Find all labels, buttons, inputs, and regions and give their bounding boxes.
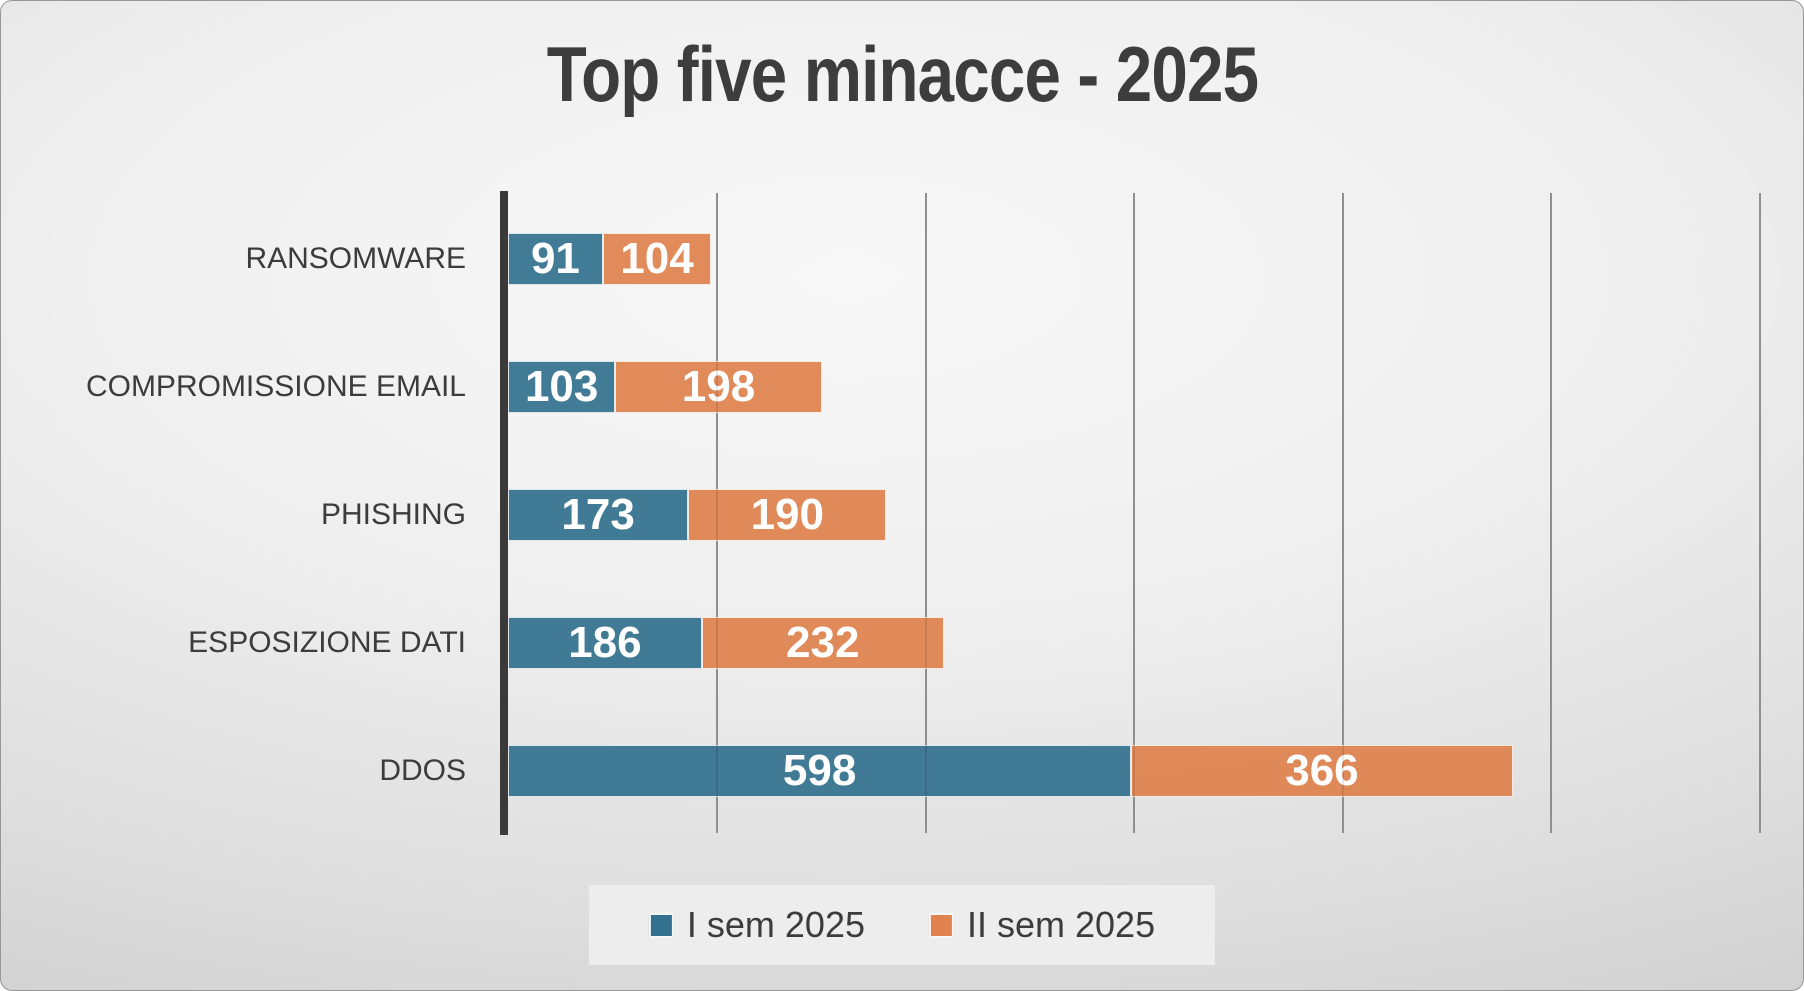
bar-value-label: 91 bbox=[530, 234, 580, 283]
legend-swatch-i-sem-2025 bbox=[648, 912, 674, 938]
legend-swatch-ii-sem-2025 bbox=[929, 912, 954, 938]
bar-segment-i-sem-2025-ransomware: 91 bbox=[508, 233, 603, 285]
bar-row-ransomware: 91 104 bbox=[508, 233, 1793, 285]
legend-label: I sem 2025 bbox=[686, 904, 865, 945]
legend-item-ii-sem-2025: II sem 2025 bbox=[929, 904, 1155, 946]
bar-segment-ii-sem-2025-ransomware: 104 bbox=[602, 233, 712, 285]
bar-segment-ii-sem-2025-compromissione-email: 198 bbox=[615, 361, 822, 413]
bar-value-label: 190 bbox=[750, 490, 824, 539]
gridline-400 bbox=[924, 193, 927, 833]
gridline-400-overlay bbox=[924, 193, 927, 833]
category-axis-line bbox=[500, 191, 508, 835]
gridline-1200 bbox=[1758, 193, 1761, 833]
legend-item-i-sem-2025: I sem 2025 bbox=[648, 904, 865, 946]
bar-segment-ii-sem-2025-phishing: 190 bbox=[688, 489, 887, 541]
bar-segment-ii-sem-2025-ddos: 366 bbox=[1131, 745, 1513, 797]
bar-value-label: 198 bbox=[681, 362, 756, 411]
legend-label: II sem 2025 bbox=[967, 904, 1156, 945]
bar-segment-i-sem-2025-compromissione-email: 103 bbox=[508, 361, 616, 413]
gridline-800-overlay bbox=[1341, 193, 1344, 833]
category-label-ddos: DDOS bbox=[379, 754, 466, 787]
category-label-phishing: PHISHING bbox=[320, 498, 466, 531]
gridline-1000-overlay bbox=[1550, 193, 1553, 833]
bar-segment-i-sem-2025-esposizione-dati: 186 bbox=[508, 617, 702, 669]
category-label-compromissione-email: COMPROMISSIONE EMAIL bbox=[85, 370, 466, 403]
gridline-1200-overlay bbox=[1758, 193, 1761, 833]
bar-row-phishing: 173 190 bbox=[508, 489, 1793, 541]
bar-value-label: 186 bbox=[568, 618, 642, 667]
bar-row-compromissione-email: 103 198 bbox=[508, 361, 1793, 413]
gridline-1000 bbox=[1550, 193, 1553, 833]
bar-value-label: 366 bbox=[1285, 746, 1359, 795]
category-label-esposizione-dati: ESPOSIZIONE DATI bbox=[188, 626, 466, 659]
bar-value-label: 598 bbox=[782, 746, 857, 795]
chart-title-text: Top five minacce - 2025 bbox=[546, 30, 1258, 118]
bar-value-label: 173 bbox=[561, 490, 635, 539]
bar-segment-ii-sem-2025-esposizione-dati: 232 bbox=[701, 617, 944, 669]
bar-segment-i-sem-2025-phishing: 173 bbox=[508, 489, 689, 541]
bar-row-ddos: 598 366 bbox=[508, 745, 1793, 797]
bar-value-label: 104 bbox=[620, 234, 694, 283]
gridline-800 bbox=[1341, 193, 1344, 833]
category-label-ransomware: RANSOMWARE bbox=[245, 242, 466, 275]
bar-segment-i-sem-2025-ddos: 598 bbox=[508, 745, 1132, 797]
bar-value-label: 103 bbox=[524, 362, 599, 411]
gridline-200-overlay bbox=[716, 193, 719, 833]
chart-title: Top five minacce - 2025 bbox=[1, 29, 1803, 120]
legend: I sem 2025 II sem 2025 bbox=[588, 885, 1216, 965]
plot-area: 91 104 103 198 173 190 186 232 598 366 bbox=[500, 191, 1793, 835]
bar-row-esposizione-dati: 186 232 bbox=[508, 617, 1793, 669]
category-axis-labels: RANSOMWARE COMPROMISSIONE EMAIL PHISHING ES… bbox=[1, 193, 466, 833]
gridline-600 bbox=[1133, 193, 1136, 833]
bar-value-label: 232 bbox=[786, 618, 860, 667]
gridline-600-overlay bbox=[1133, 193, 1136, 833]
